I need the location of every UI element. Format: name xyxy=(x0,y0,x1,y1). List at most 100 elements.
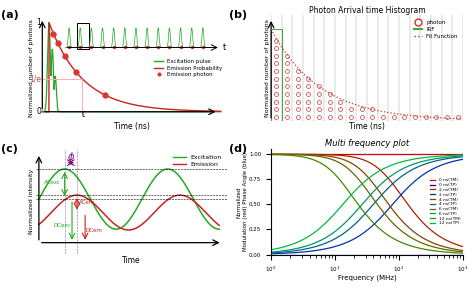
6 ns(TM) xyxy=(407,235,412,238)
0 ns(TP) xyxy=(389,253,394,256)
4 ns(TM) xyxy=(407,226,412,230)
0 ns(TP) xyxy=(268,253,274,256)
12 ns(TP) xyxy=(408,158,413,162)
6 ns(TM) xyxy=(460,250,465,254)
2 ns(TP) xyxy=(407,184,412,188)
Title: Multi frequency plot: Multi frequency plot xyxy=(325,139,409,148)
0 ns(TP) xyxy=(292,253,297,256)
12 ns(TM) xyxy=(292,154,297,157)
4 ns(TP) xyxy=(408,169,413,172)
Y-axis label: Normalized
Modulation (red) Phase Angle (blue): Normalized Modulation (red) Phase Angle … xyxy=(237,152,248,251)
4 ns(TP) xyxy=(331,238,337,241)
2 ns(TP) xyxy=(292,251,297,254)
X-axis label: Time (ns): Time (ns) xyxy=(349,122,385,131)
4 ns(TP) xyxy=(292,249,297,253)
0 ns(TM) xyxy=(408,152,413,156)
12 ns(TP) xyxy=(460,153,465,157)
4 ns(TP) xyxy=(460,155,465,158)
Text: (d): (d) xyxy=(229,144,247,154)
12 ns(TM) xyxy=(389,236,394,239)
2 ns(TP) xyxy=(331,245,337,249)
2 ns(TP) xyxy=(344,241,350,244)
2 ns(TM) xyxy=(408,206,413,210)
2 ns(TP) xyxy=(268,252,274,255)
12 ns(TP) xyxy=(389,163,394,167)
12 ns(TP) xyxy=(268,248,274,251)
Text: (c): (c) xyxy=(1,144,18,154)
2 ns(TM) xyxy=(344,154,350,158)
6 ns(TM) xyxy=(268,153,274,156)
Legend: Excitation, Emission: Excitation, Emission xyxy=(171,152,224,170)
Legend: photon, IRF, Fit Function: photon, IRF, Fit Function xyxy=(411,18,460,41)
Legend: 0 ns(TM), 0 ns(TP), 2 ns(TM), 2 ns(TP), 4 ns(TM), 4 ns(TP), 6 ns(TM), 6 ns(TP), : 0 ns(TM), 0 ns(TP), 2 ns(TM), 2 ns(TP), … xyxy=(430,178,461,225)
6 ns(TP) xyxy=(408,164,413,167)
6 ns(TM) xyxy=(331,158,337,162)
X-axis label: Frequency (MHz): Frequency (MHz) xyxy=(337,275,396,282)
4 ns(TP) xyxy=(407,169,412,173)
2 ns(TM) xyxy=(331,153,337,157)
2 ns(TP) xyxy=(389,204,394,207)
4 ns(TP) xyxy=(389,183,394,186)
12 ns(TP) xyxy=(331,213,337,217)
0 ns(TP) xyxy=(331,253,337,256)
0 ns(TP) xyxy=(460,253,465,256)
12 ns(TM) xyxy=(331,171,337,175)
6 ns(TP) xyxy=(331,231,337,234)
6 ns(TM) xyxy=(408,236,413,239)
0 ns(TM) xyxy=(331,152,337,156)
2 ns(TM) xyxy=(407,205,412,208)
6 ns(TM) xyxy=(292,153,297,156)
Y-axis label: Normalized number of photons: Normalized number of photons xyxy=(264,19,270,117)
4 ns(TM) xyxy=(331,155,337,159)
Text: DCexc: DCexc xyxy=(54,223,71,228)
6 ns(TP) xyxy=(292,247,297,251)
4 ns(TP) xyxy=(268,251,274,255)
X-axis label: Time: Time xyxy=(122,256,141,265)
0 ns(TP) xyxy=(344,253,350,256)
12 ns(TM) xyxy=(344,187,350,191)
Text: τ: τ xyxy=(80,109,85,119)
Title: Photon Arrival time Histogram: Photon Arrival time Histogram xyxy=(309,5,425,15)
Line: 2 ns(TP): 2 ns(TP) xyxy=(271,159,463,254)
2 ns(TM) xyxy=(460,245,465,248)
Text: ACem: ACem xyxy=(79,200,95,205)
Y-axis label: Normalized number of photons: Normalized number of photons xyxy=(29,19,34,117)
12 ns(TP) xyxy=(344,198,350,201)
0 ns(TM) xyxy=(389,152,394,156)
2 ns(TM) xyxy=(389,181,394,184)
Line: 2 ns(TM): 2 ns(TM) xyxy=(271,154,463,247)
6 ns(TP) xyxy=(407,164,412,167)
6 ns(TM) xyxy=(344,166,350,170)
Legend: Excitation pulse, Emission Probability, Emission photon: Excitation pulse, Emission Probability, … xyxy=(152,57,225,79)
Text: t: t xyxy=(223,43,226,52)
X-axis label: Time (ns): Time (ns) xyxy=(114,122,149,131)
4 ns(TM) xyxy=(344,159,350,163)
Line: 12 ns(TP): 12 ns(TP) xyxy=(271,155,463,250)
2 ns(TM) xyxy=(268,152,274,156)
Text: 1/e: 1/e xyxy=(29,74,41,84)
2 ns(TP) xyxy=(408,183,413,187)
Bar xyxy=(77,23,89,49)
6 ns(TM) xyxy=(389,220,394,224)
2 ns(TM) xyxy=(292,152,297,156)
Line: 4 ns(TP): 4 ns(TP) xyxy=(271,157,463,253)
6 ns(TP) xyxy=(344,219,350,223)
0 ns(TM) xyxy=(292,152,297,156)
Y-axis label: Normalized Intensity: Normalized Intensity xyxy=(29,169,34,234)
Text: (b): (b) xyxy=(229,10,247,20)
0 ns(TP) xyxy=(408,253,413,256)
Text: 0: 0 xyxy=(36,107,41,116)
6 ns(TP) xyxy=(460,154,465,158)
0 ns(TM) xyxy=(407,152,412,156)
Line: 6 ns(TP): 6 ns(TP) xyxy=(271,156,463,252)
0 ns(TM) xyxy=(268,152,274,156)
Text: 1: 1 xyxy=(36,18,41,27)
Line: 12 ns(TM): 12 ns(TM) xyxy=(271,154,463,253)
4 ns(TM) xyxy=(408,227,413,231)
12 ns(TP) xyxy=(407,158,412,162)
Text: DCem: DCem xyxy=(86,228,103,232)
12 ns(TP) xyxy=(292,242,297,245)
Text: ACexc: ACexc xyxy=(44,180,61,185)
12 ns(TM) xyxy=(407,244,412,247)
4 ns(TM) xyxy=(268,152,274,156)
